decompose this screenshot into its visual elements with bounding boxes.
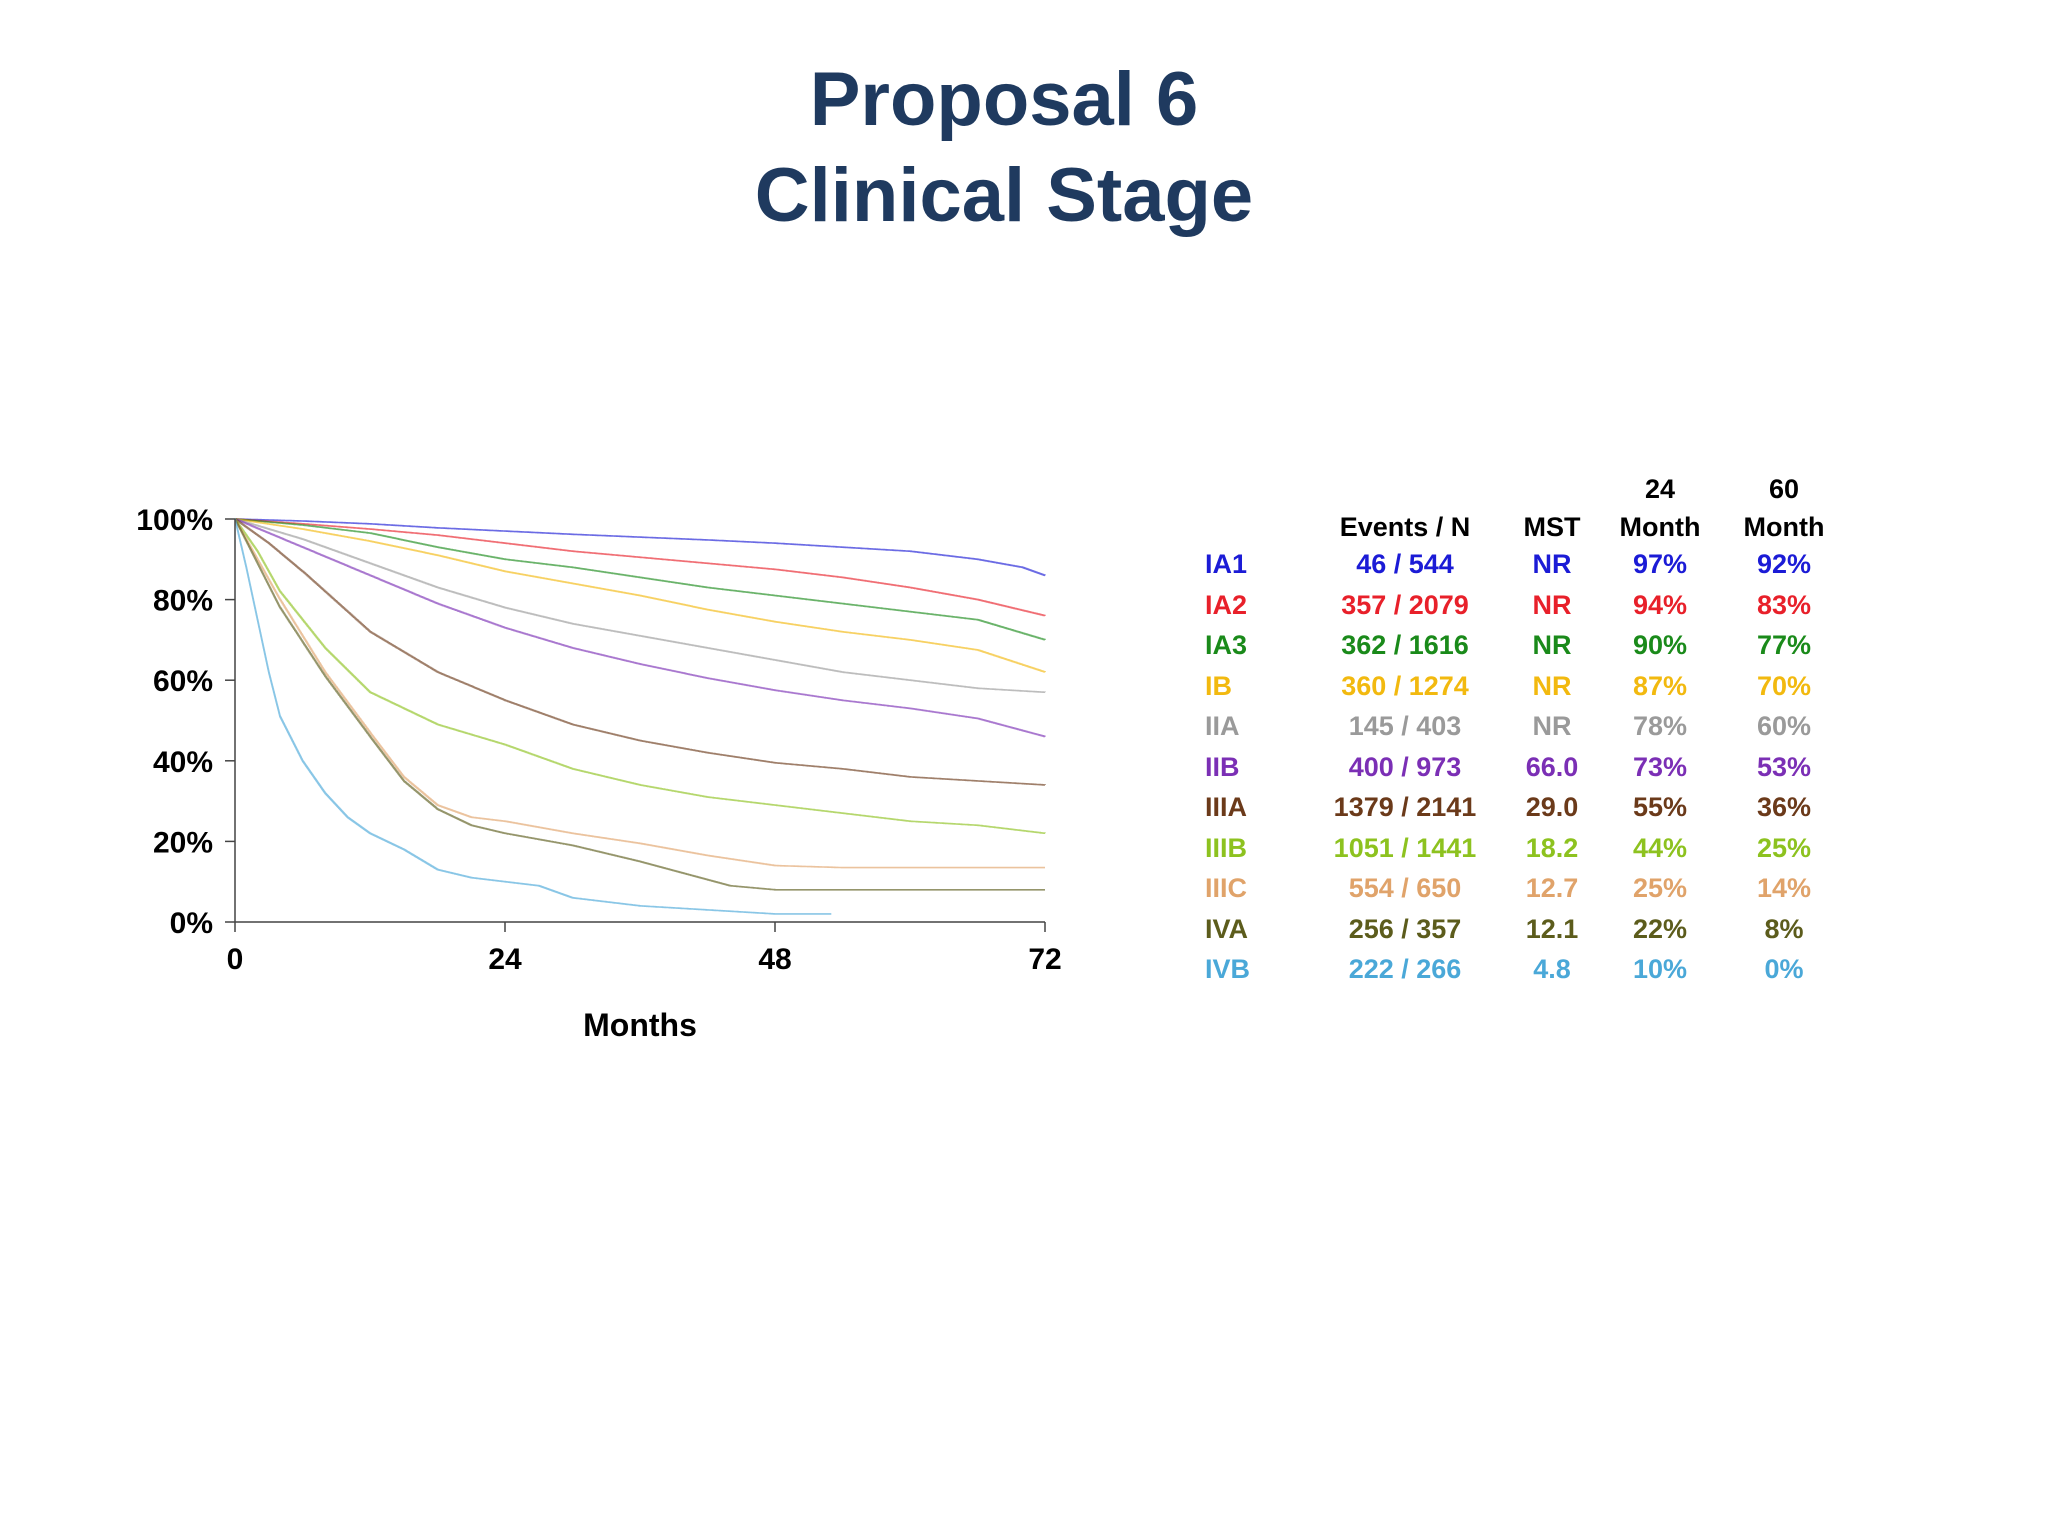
table-row: IB 360 / 1274 NR 87% 70% <box>0 666 2048 706</box>
header-events-n: Events / N <box>1339 512 1471 542</box>
table-row: IIB 400 / 973 66.0 73% 53% <box>0 747 2048 787</box>
table-row: IA2 357 / 2079 NR 94% 83% <box>0 585 2048 625</box>
series-iva <box>234 518 1045 891</box>
cell-m60: 36% <box>1756 792 1812 822</box>
table-row: IVB 222 / 266 4.8 10% 0% <box>0 949 2048 989</box>
table-row: IVA 256 / 357 12.1 22% 8% <box>0 909 2048 949</box>
cell-m60: 53% <box>1756 751 1812 782</box>
series-iib <box>235 518 1046 738</box>
cell-mst: 12.1 <box>1525 913 1579 944</box>
x-axis-title: Months <box>583 1007 697 1043</box>
series-ia1 <box>235 518 1046 577</box>
table-row: IIIA 1379 / 2141 29.0 55% 36% <box>0 787 2048 827</box>
cell-m60: 60% <box>1756 711 1812 741</box>
cell-events-n: 554 / 650 <box>1348 873 1462 903</box>
series-ivb <box>234 518 832 915</box>
cell-m60: 8% <box>1764 913 1804 944</box>
cell-events-n: 400 / 973 <box>1348 751 1462 782</box>
cell-mst: NR <box>1532 670 1572 701</box>
y-tick-label: 100% <box>136 504 213 537</box>
cell-m24: 87% <box>1632 670 1688 701</box>
cell-m60: 25% <box>1756 832 1812 863</box>
cell-mst: 66.0 <box>1525 751 1579 782</box>
cell-stage: IA1 <box>1205 549 1248 579</box>
cell-m60: 92% <box>1756 549 1812 579</box>
series-iiib <box>234 518 1046 834</box>
cell-m60: 77% <box>1756 630 1812 660</box>
cell-mst: 29.0 <box>1525 792 1579 822</box>
table-row: IA1 46 / 544 NR 97% 92% <box>0 544 2048 584</box>
series-ib <box>235 518 1046 673</box>
cell-events-n: 357 / 2079 <box>1341 589 1469 620</box>
table-row: IIIB 1051 / 1441 18.2 44% 25% <box>0 828 2048 868</box>
y-tick-label: 20% <box>153 826 213 859</box>
cell-mst: NR <box>1532 711 1572 741</box>
cell-m24: 22% <box>1632 913 1688 944</box>
cell-m24: 55% <box>1632 792 1688 822</box>
slide-title-line1: Proposal 6 <box>809 57 1199 142</box>
cell-m24: 78% <box>1632 711 1688 741</box>
cell-events-n: 1051 / 1441 <box>1333 832 1477 863</box>
survival-chart: 0% 20% 40% 60% 80% 100% 0 24 48 72 Months <box>136 504 1061 1043</box>
cell-stage: IIA <box>1205 711 1240 741</box>
series-iiia <box>234 518 1046 786</box>
cell-m60: 14% <box>1756 873 1812 903</box>
series-ia3 <box>235 518 1046 641</box>
cell-stage: IIIA <box>1205 792 1248 822</box>
cell-m60: 83% <box>1756 589 1812 620</box>
cell-stage: IIB <box>1205 751 1240 782</box>
header-24-month-bottom: Month <box>1619 512 1701 542</box>
cell-m60: 0% <box>1764 954 1804 984</box>
cell-stage: IA2 <box>1205 589 1248 620</box>
cell-events-n: 1379 / 2141 <box>1333 792 1477 822</box>
cell-m24: 10% <box>1632 954 1688 984</box>
y-tick-label: 40% <box>153 746 213 779</box>
cell-m24: 97% <box>1632 549 1688 579</box>
series-iiic <box>234 518 1045 869</box>
cell-stage: IA3 <box>1205 630 1248 660</box>
header-60-month-top: 60 <box>1768 474 1800 504</box>
cell-mst: 4.8 <box>1533 954 1571 984</box>
cell-mst: 12.7 <box>1525 873 1579 903</box>
cell-stage: IVB <box>1205 954 1251 984</box>
cell-m24: 73% <box>1632 751 1688 782</box>
cell-stage: IIIC <box>1205 873 1248 903</box>
axes-layer: 0% 20% 40% 60% 80% 100% 0 24 48 72 <box>136 504 1061 976</box>
cell-mst: NR <box>1532 549 1572 579</box>
cell-stage: IIIB <box>1205 832 1248 863</box>
y-tick-label: 0% <box>170 907 213 940</box>
cell-mst: NR <box>1532 630 1572 660</box>
cell-events-n: 46 / 544 <box>1356 549 1454 579</box>
x-tick-label: 24 <box>488 943 522 976</box>
series-iia <box>235 518 1046 693</box>
cell-events-n: 222 / 266 <box>1348 954 1462 984</box>
series-ia2 <box>235 518 1046 617</box>
cell-m60: 70% <box>1756 670 1812 701</box>
y-tick-label: 80% <box>153 585 213 618</box>
x-tick-label: 48 <box>758 943 791 976</box>
cell-m24: 90% <box>1632 630 1688 660</box>
header-mst: MST <box>1523 512 1581 542</box>
table-row: IIIC 554 / 650 12.7 25% 14% <box>0 868 2048 908</box>
cell-mst: NR <box>1532 589 1572 620</box>
cell-m24: 44% <box>1632 832 1688 863</box>
cell-m24: 94% <box>1632 589 1688 620</box>
slide-title-line2: Clinical Stage <box>754 153 1254 238</box>
cell-events-n: 360 / 1274 <box>1341 670 1469 701</box>
series-layer <box>234 518 1046 915</box>
cell-m24: 25% <box>1632 873 1688 903</box>
table-row: IIA 145 / 403 NR 78% 60% <box>0 706 2048 746</box>
cell-mst: 18.2 <box>1525 832 1579 863</box>
table-row: IA3 362 / 1616 NR 90% 77% <box>0 625 2048 665</box>
cell-events-n: 256 / 357 <box>1348 913 1462 944</box>
x-tick-label: 0 <box>227 943 244 976</box>
cell-events-n: 145 / 403 <box>1348 711 1462 741</box>
header-60-month-bottom: Month <box>1743 512 1825 542</box>
cell-stage: IVA <box>1205 913 1249 944</box>
cell-stage: IB <box>1205 670 1232 701</box>
x-tick-label: 72 <box>1028 943 1061 976</box>
y-tick-label: 60% <box>153 665 213 698</box>
header-24-month-top: 24 <box>1644 474 1676 504</box>
cell-events-n: 362 / 1616 <box>1341 630 1469 660</box>
